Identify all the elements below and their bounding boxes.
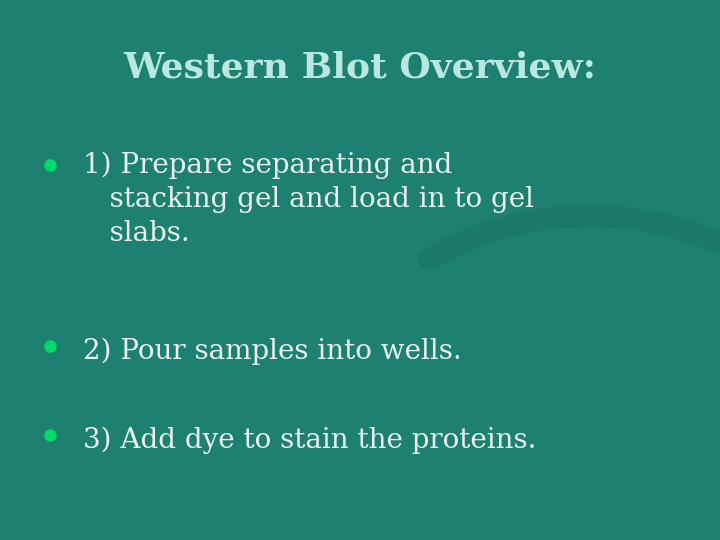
- Text: 1) Prepare separating and
   stacking gel and load in to gel
   slabs.: 1) Prepare separating and stacking gel a…: [83, 151, 534, 247]
- Text: Western Blot Overview:: Western Blot Overview:: [124, 51, 596, 84]
- Text: 3) Add dye to stain the proteins.: 3) Add dye to stain the proteins.: [83, 427, 536, 454]
- Text: 2) Pour samples into wells.: 2) Pour samples into wells.: [83, 338, 462, 365]
